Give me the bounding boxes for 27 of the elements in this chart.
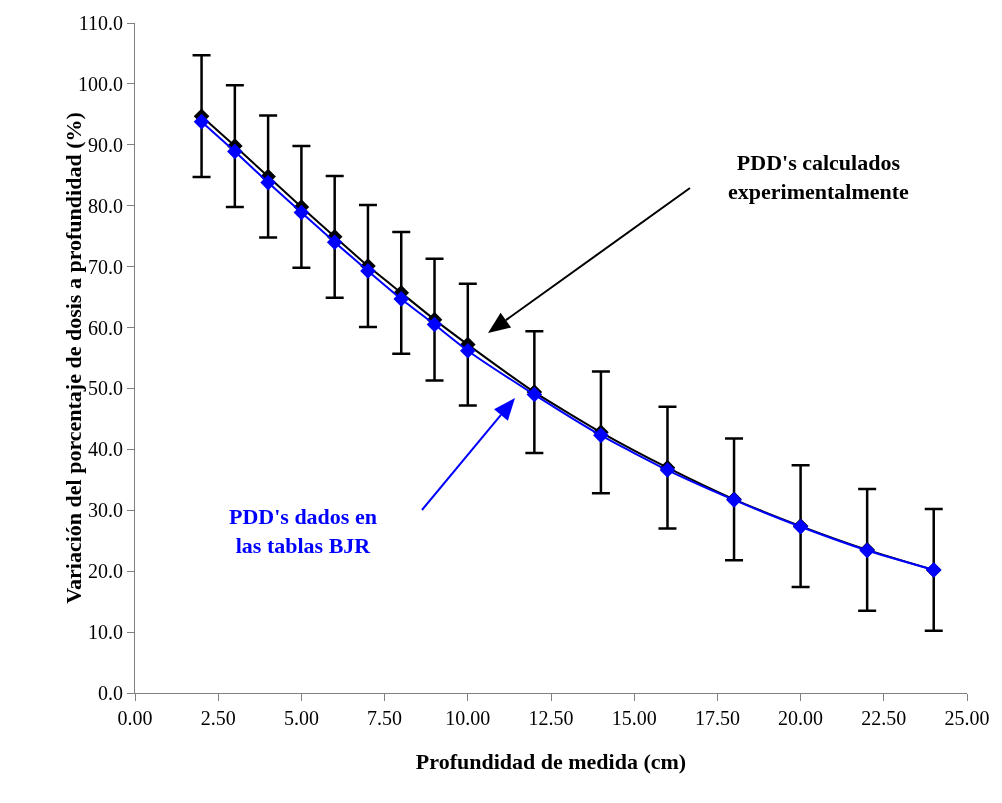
annotation: PDD's dados en las tablas BJR [229,504,377,558]
y-tick-label: 80.0 [88,194,123,217]
y-tick-label: 90.0 [88,133,123,156]
x-tick-label: 10.00 [445,707,491,729]
x-tick-label: 15.00 [611,707,657,729]
x-tick-label: 17.50 [694,707,740,729]
y-tick-label: 30.0 [88,499,123,522]
x-tick-label: 20.00 [778,707,824,729]
y-tick-label: 50.0 [88,377,123,400]
y-tick-label: 0.0 [98,682,123,704]
annotation: PDD's calculados experimentalmente [728,150,910,204]
x-tick-label: 0.00 [117,707,153,729]
y-tick-label: 70.0 [88,255,123,278]
x-tick-label: 7.50 [367,707,403,729]
x-tick-label: 12.50 [528,707,574,729]
y-tick-label: 40.0 [88,438,123,461]
y-tick-label: 10.0 [88,621,123,644]
x-axis-title: Profundidad de medida (cm) [415,749,687,774]
y-tick-label: 20.0 [88,560,123,583]
x-tick-label: 22.50 [861,707,907,729]
y-tick-label: 100.0 [78,72,123,95]
x-tick-label: 5.00 [283,707,319,729]
y-tick-label: 110.0 [78,12,123,34]
x-tick-label: 25.00 [944,707,990,729]
x-tick-label: 2.50 [200,707,236,729]
y-axis-title: Variación del porcentaje de dosis a profundidad (%) [61,112,86,604]
y-tick-label: 60.0 [88,316,123,339]
